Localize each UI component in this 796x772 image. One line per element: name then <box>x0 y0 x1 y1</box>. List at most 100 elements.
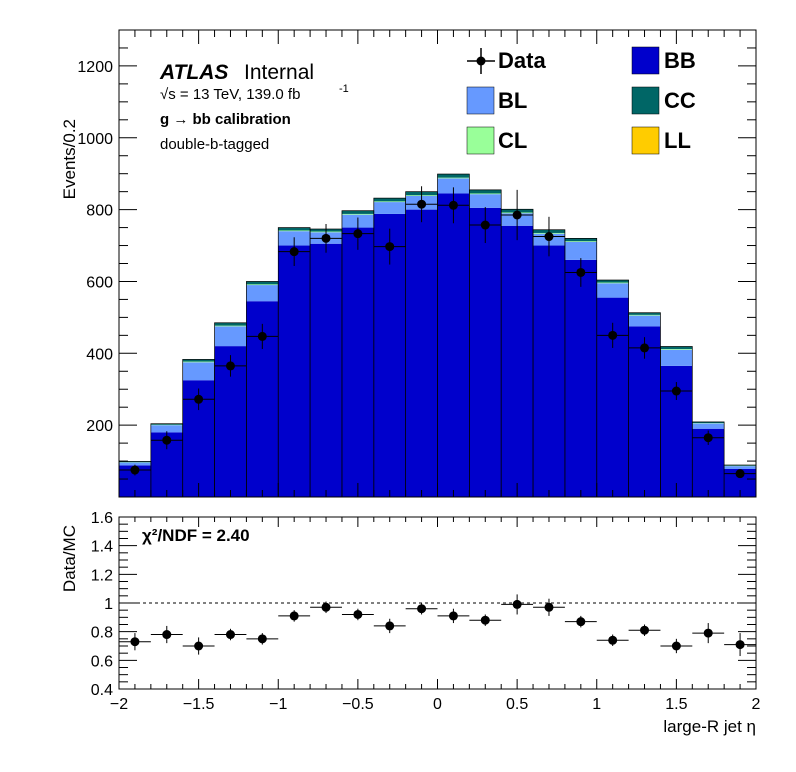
ratio-ytick-label-3: 1 <box>104 596 113 613</box>
bar-bb-bin-9 <box>405 209 438 497</box>
data-point-6 <box>321 233 331 243</box>
bar-cc-bin-4 <box>246 281 279 285</box>
upper-ytick-label-4: 1000 <box>77 131 113 148</box>
data-point-16 <box>640 343 650 353</box>
ratio-point-6 <box>321 602 331 612</box>
bar-bl-bin-8 <box>373 202 406 214</box>
ratio-xtick-label-1: −1.5 <box>183 696 215 713</box>
bar-bb-bin-10 <box>437 193 470 497</box>
data-point-0 <box>130 465 140 475</box>
ratio-point-4 <box>257 634 267 644</box>
legend-entry-bl: BL <box>466 86 527 115</box>
bar-cc-bin-3 <box>214 322 247 326</box>
ratio-xtick-label-5: 0.5 <box>506 696 528 713</box>
data-point-9 <box>417 199 427 209</box>
bar-cl-bin-10 <box>437 177 470 179</box>
bar-cc-bin-2 <box>182 359 215 362</box>
legend-label-data: Data <box>498 48 546 73</box>
bar-cc-bin-17 <box>660 346 693 349</box>
legend-swatch-cl <box>466 126 495 155</box>
upper-ytick-label-3: 800 <box>86 203 113 220</box>
bar-cl-bin-14 <box>564 241 597 242</box>
ratio-xtick-label-4: 0 <box>433 696 442 713</box>
legend-swatch-bl <box>466 86 495 115</box>
data-point-12 <box>512 210 522 220</box>
ratio-point-17 <box>671 641 681 651</box>
ratio-point-12 <box>512 599 522 609</box>
ratio-point-0 <box>130 637 140 647</box>
bar-cc-bin-7 <box>341 210 374 214</box>
bar-cc-bin-14 <box>564 238 597 242</box>
ratio-point-19 <box>735 640 745 650</box>
upper-y-axis-label: Events/0.2 <box>60 119 79 199</box>
ratio-point-18 <box>703 628 713 638</box>
legend-entry-cl: CL <box>466 126 527 155</box>
bar-cc-bin-19 <box>724 465 756 466</box>
bar-cc-bin-18 <box>692 421 725 423</box>
ratio-ytick-label-2: 0.8 <box>91 625 113 642</box>
legend-swatch-cc <box>631 86 660 115</box>
data-point-11 <box>480 220 490 230</box>
ratio-point-13 <box>544 602 554 612</box>
process-label: g → bb calibration <box>160 111 291 128</box>
bar-cl-bin-7 <box>341 213 374 215</box>
ratio-y-axis-label: Data/MC <box>60 525 79 592</box>
ratio-ytick-label-6: 1.6 <box>91 510 113 527</box>
bar-bl-bin-10 <box>437 178 470 194</box>
legend-label-bl: BL <box>498 88 527 113</box>
atlas-label: ATLAS <box>159 61 228 84</box>
bar-bb-bin-14 <box>564 259 597 497</box>
bar-bl-bin-17 <box>660 349 693 366</box>
legend-label-bb: BB <box>664 48 696 73</box>
ratio-point-16 <box>640 625 650 635</box>
legend-entry-ll: LL <box>631 126 691 155</box>
data-point-13 <box>544 232 554 242</box>
bar-bb-bin-13 <box>533 245 565 497</box>
upper-ytick-label-2: 600 <box>86 274 113 291</box>
ratio-point-10 <box>448 611 458 621</box>
bar-bl-bin-4 <box>246 285 279 302</box>
internal-label: Internal <box>244 61 314 84</box>
data-point-1 <box>162 435 172 445</box>
bar-bb-bin-6 <box>310 243 342 497</box>
bar-bl-bin-15 <box>596 283 629 298</box>
ratio-xtick-label-8: 2 <box>752 696 761 713</box>
ratio-point-11 <box>480 615 490 625</box>
data-point-15 <box>608 330 618 340</box>
ratio-point-15 <box>608 635 618 645</box>
ratio-point-5 <box>289 611 299 621</box>
ratio-point-7 <box>353 609 363 619</box>
data-point-17 <box>671 386 681 396</box>
bar-bl-bin-1 <box>150 425 183 433</box>
ratio-y-axis: 0.4 0.6 0.8 1 1.2 1.4 1.6 <box>91 510 756 699</box>
ratio-x-axis: −2 −1.5 −1 −0.5 0 0.5 1 1.5 2 <box>110 517 761 713</box>
bar-cl-bin-4 <box>246 284 279 286</box>
ratio-xtick-label-6: 1 <box>592 696 601 713</box>
data-point-7 <box>353 229 363 239</box>
bar-cl-bin-17 <box>660 348 693 350</box>
bar-cc-bin-15 <box>596 280 629 283</box>
bar-bl-bin-2 <box>182 362 215 381</box>
ratio-xtick-label-2: −1 <box>269 696 287 713</box>
lumi-exponent: -1 <box>339 83 349 95</box>
ratio-ytick-label-0: 0.4 <box>91 682 113 699</box>
selection-label: double-b-tagged <box>160 136 269 153</box>
ratio-point-8 <box>385 621 395 631</box>
legend-label-cc: CC <box>664 88 696 113</box>
ratio-xtick-label-7: 1.5 <box>665 696 687 713</box>
ratio-point-9 <box>417 604 427 614</box>
upper-y-axis: 200 400 600 800 1000 1200 <box>77 29 756 480</box>
ratio-point-2 <box>194 641 204 651</box>
bar-cl-bin-2 <box>182 361 215 363</box>
bar-cc-bin-16 <box>628 312 661 315</box>
bar-cc-bin-5 <box>278 227 311 231</box>
legend: Data BB BL CC CL LL <box>466 46 696 155</box>
legend-swatch-bb <box>631 46 660 75</box>
bar-cl-bin-15 <box>596 282 629 284</box>
legend-entry-bb: BB <box>631 46 696 75</box>
ratio-point-1 <box>162 630 172 640</box>
bar-cc-bin-10 <box>437 174 470 178</box>
data-point-14 <box>576 267 586 277</box>
bar-bb-bin-12 <box>501 225 534 497</box>
